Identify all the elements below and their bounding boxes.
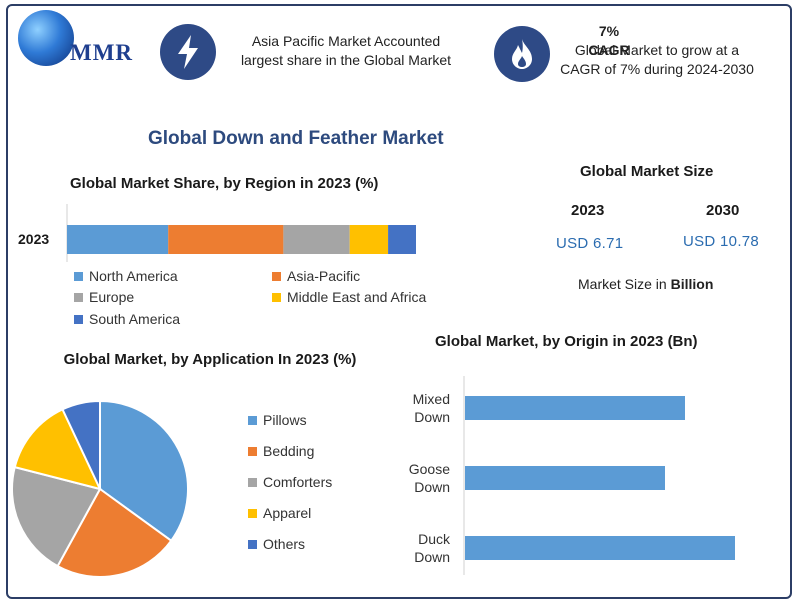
region-category-label: 2023 bbox=[18, 231, 49, 247]
value-2023: USD 6.71 bbox=[556, 235, 624, 252]
origin-category-label: Duck bbox=[418, 531, 451, 547]
infographic-frame bbox=[6, 4, 792, 599]
region-bar-south-america bbox=[388, 225, 416, 254]
legend-label: Bedding bbox=[263, 443, 315, 459]
cagr-title: 7% CAGR bbox=[588, 23, 630, 58]
logo-text: MMR bbox=[70, 40, 134, 65]
legend-label: Comforters bbox=[263, 474, 333, 490]
legend-label: Middle East and Africa bbox=[287, 289, 427, 305]
legend-swatch bbox=[272, 292, 281, 302]
market-size-unit: Market Size in Billion bbox=[578, 276, 713, 292]
legend-swatch bbox=[272, 271, 281, 281]
legend-label: North America bbox=[89, 268, 178, 284]
market-size-title: Global Market Size bbox=[580, 163, 714, 180]
origin-category-label: Mixed bbox=[413, 391, 450, 407]
legend-north-america: North America bbox=[74, 268, 178, 284]
application-chart-title: Global Market, by Application In 2023 (%… bbox=[63, 351, 357, 368]
legend-middle-east-africa: Middle East and Africa bbox=[272, 289, 426, 305]
region-note: Asia Pacific Market Accounted largest sh… bbox=[240, 33, 452, 68]
legend-label: Europe bbox=[89, 289, 135, 305]
legend-swatch bbox=[248, 477, 257, 487]
legend-label: Apparel bbox=[263, 505, 312, 521]
legend-swatch bbox=[74, 271, 83, 281]
origin-chart-title: Global Market, by Origin in 2023 (Bn) bbox=[435, 333, 698, 350]
legend-others: Others bbox=[248, 536, 305, 552]
pie-slice-apparel bbox=[13, 408, 102, 491]
globe-logo-icon bbox=[18, 10, 74, 66]
origin-bar-mixed-down bbox=[465, 396, 685, 420]
region-chart-title: Global Market Share, by Region in 2023 (… bbox=[70, 175, 379, 192]
year-2030-label: 2030 bbox=[706, 202, 740, 219]
region-chart: 2023 bbox=[18, 204, 416, 262]
pie-slice-bedding bbox=[56, 487, 173, 578]
legend-swatch bbox=[248, 415, 257, 425]
origin-category-label: Down bbox=[414, 479, 450, 495]
lightning-icon bbox=[160, 24, 216, 80]
legend-label: Pillows bbox=[263, 412, 307, 428]
region-bar-middle-east-and-africa bbox=[349, 225, 389, 254]
legend-swatch bbox=[74, 292, 83, 302]
origin-bar-goose-down bbox=[465, 466, 665, 490]
unit-prefix: Market Size in bbox=[578, 276, 671, 292]
pie-slice-others bbox=[61, 399, 101, 490]
origin-category-label: Goose bbox=[409, 461, 450, 477]
legend-south-america: South America bbox=[74, 311, 180, 327]
legend-bedding: Bedding bbox=[248, 443, 314, 459]
legend-swatch bbox=[74, 314, 83, 324]
legend-asia-pacific: Asia-Pacific bbox=[272, 268, 360, 284]
origin-category-label: Down bbox=[414, 409, 450, 425]
region-bar-asia-pacific bbox=[168, 225, 284, 254]
legend-apparel: Apparel bbox=[248, 505, 311, 521]
legend-pillows: Pillows bbox=[248, 412, 307, 428]
value-2030: USD 10.78 bbox=[683, 233, 760, 250]
legend-label: Others bbox=[263, 536, 306, 552]
legend-label: South America bbox=[89, 311, 181, 327]
origin-bar-chart: Mixed Down Goose Down Duck Down bbox=[409, 376, 735, 575]
application-pie-chart bbox=[11, 399, 189, 578]
pie-slice-comforters bbox=[11, 465, 102, 568]
unit-bold: Billion bbox=[670, 276, 714, 292]
region-bar-north-america bbox=[67, 225, 169, 254]
legend-swatch bbox=[248, 508, 257, 518]
legend-swatch bbox=[248, 446, 257, 456]
origin-category-label: Down bbox=[414, 549, 450, 565]
legend-label: Asia-Pacific bbox=[287, 268, 361, 284]
pie-slice-pillows bbox=[99, 399, 189, 543]
origin-bar-duck-down bbox=[465, 536, 735, 560]
page-title: Global Down and Feather Market bbox=[148, 128, 444, 149]
cagr-note: Global Market to grow at a CAGR of 7% du… bbox=[560, 42, 754, 77]
region-bar-europe bbox=[283, 225, 350, 254]
legend-swatch bbox=[248, 539, 257, 549]
legend-europe: Europe bbox=[74, 289, 134, 305]
year-2023-label: 2023 bbox=[571, 202, 605, 219]
flame-icon bbox=[494, 26, 550, 82]
legend-comforters: Comforters bbox=[248, 474, 332, 490]
